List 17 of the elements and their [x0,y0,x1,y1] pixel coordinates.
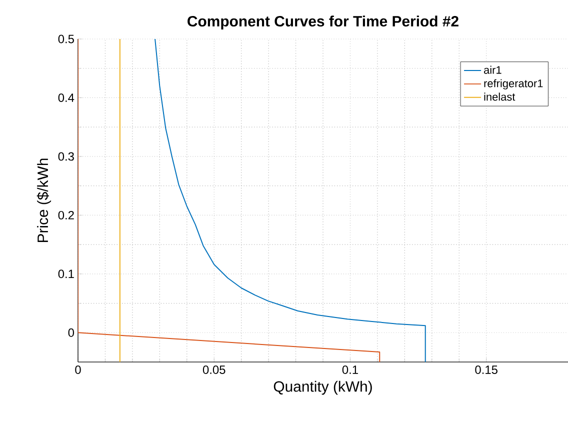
y-tick-label: 0.1 [58,270,74,278]
y-tick-label: 0.3 [58,152,74,161]
y-tick-label: 0.5 [58,34,74,44]
y-tick-label: 0 [68,328,74,337]
legend-label: air1 [484,66,502,74]
line-series [154,39,426,362]
chart-title: Component Curves for Time Period #2 [188,16,458,30]
y-tick-label: 0.4 [58,94,74,102]
x-tick-label: 0.1 [342,366,358,374]
x-tick-label: 0 [75,366,81,374]
x-tick-label: 0.05 [202,366,226,374]
y-tick-label: 0.2 [58,210,74,220]
x-tick-label: 0.15 [475,366,498,374]
legend-label: inelast [484,92,516,101]
y-axis-title: Price ($/kWh [36,158,52,242]
legend-label: refrigerator1 [484,79,543,90]
x-axis-title: Quantity (kWh) [274,380,372,395]
